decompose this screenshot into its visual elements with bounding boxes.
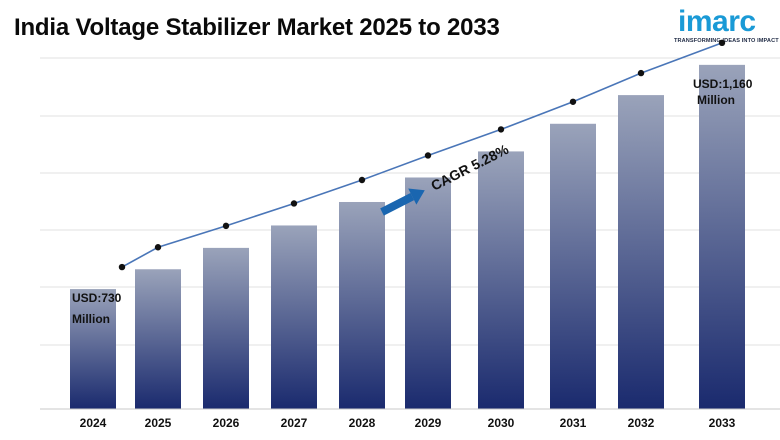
trend-point-2028 [358, 176, 366, 184]
bar-2027 [271, 225, 317, 409]
x-axis-ticks: 2024 2025 2026 2027 2028 2029 2030 2031 2032 2033 [80, 416, 736, 430]
bar-2031 [550, 123, 596, 410]
bar-2030 [478, 151, 524, 409]
trend-point-2032 [637, 69, 645, 77]
trend-point-2027 [290, 200, 298, 207]
x-tick-2032: 2032 [628, 416, 655, 430]
x-tick-2028: 2028 [349, 416, 376, 430]
x-tick-2025: 2025 [145, 416, 172, 430]
bar-2025 [135, 269, 181, 409]
trend-point-2024 [118, 263, 126, 271]
x-tick-2033: 2033 [709, 416, 736, 430]
bars [70, 64, 745, 410]
trend-points [118, 39, 726, 271]
trend-point-2029 [424, 152, 432, 159]
imarc-logo: imarc TRANSFORMING IDEAS INTO IMPACT [674, 4, 779, 48]
trend-point-2025 [154, 244, 162, 251]
logo-tagline: TRANSFORMING IDEAS INTO IMPACT [674, 38, 779, 44]
x-tick-2026: 2026 [213, 416, 240, 430]
trend-point-2031 [569, 98, 577, 105]
bar-2029 [405, 177, 451, 409]
x-tick-2024: 2024 [80, 416, 107, 430]
bar-2024 [70, 289, 116, 409]
end-value-label-line1: USD:1,160 [693, 77, 753, 91]
start-value-label-line2: Million [72, 312, 110, 326]
cagr-arrow-icon [380, 188, 425, 216]
bar-2033 [699, 64, 745, 409]
trend-point-2033 [718, 39, 726, 47]
x-tick-2030: 2030 [488, 416, 515, 430]
x-tick-2027: 2027 [281, 416, 308, 430]
start-value-label-line1: USD:730 [72, 291, 122, 305]
end-value-label-line2: Million [697, 93, 735, 107]
x-tick-2029: 2029 [415, 416, 442, 430]
bar-2028 [339, 201, 385, 409]
bar-2026 [203, 247, 249, 409]
trend-point-2030 [497, 126, 505, 133]
trend-point-2026 [222, 222, 230, 230]
logo-wordmark: imarc [678, 5, 756, 38]
bar-2032 [618, 95, 664, 409]
trend-line [121, 42, 723, 268]
chart-title: India Voltage Stabilizer Market 2025 to … [14, 14, 500, 41]
x-tick-2031: 2031 [560, 416, 587, 430]
